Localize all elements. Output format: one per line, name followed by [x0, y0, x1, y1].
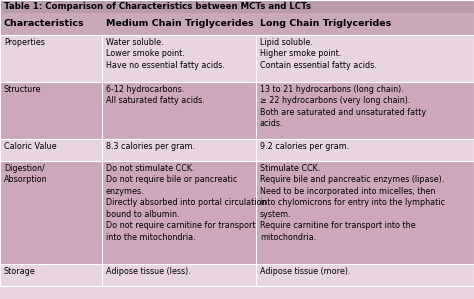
Text: Characteristics: Characteristics [4, 19, 85, 28]
Text: Adipose tissue (more).: Adipose tissue (more). [260, 267, 350, 276]
Text: Digestion/
Absorption: Digestion/ Absorption [4, 164, 47, 184]
Text: Do not stimulate CCK.
Do not require bile or pancreatic
enzymes.
Directly absorb: Do not stimulate CCK. Do not require bil… [106, 164, 266, 242]
Bar [0, 35, 474, 82]
Text: Stimulate CCK.
Require bile and pancreatic enzymes (lipase).
Need to be incorpor: Stimulate CCK. Require bile and pancreat… [260, 164, 445, 242]
Text: Long Chain Triglycerides: Long Chain Triglycerides [260, 19, 391, 28]
Text: Lipid soluble.
Higher smoke point.
Contain essential fatty acids.: Lipid soluble. Higher smoke point. Conta… [260, 38, 377, 70]
Bar [0, 161, 474, 264]
Bar [0, 264, 474, 286]
Text: Properties: Properties [4, 38, 45, 47]
Text: 13 to 21 hydrocarbons (long chain).
≥ 22 hydrocarbons (very long chain).
Both ar: 13 to 21 hydrocarbons (long chain). ≥ 22… [260, 85, 426, 128]
Bar [0, 139, 474, 161]
Text: Adipose tissue (less).: Adipose tissue (less). [106, 267, 191, 276]
Bar [0, 13, 474, 35]
Text: 6-12 hydrocarbons.
All saturated fatty acids.: 6-12 hydrocarbons. All saturated fatty a… [106, 85, 205, 106]
Text: Structure: Structure [4, 85, 42, 94]
Text: Caloric Value: Caloric Value [4, 142, 56, 151]
Text: Table 1: Comparison of Characteristics between MCTs and LCTs: Table 1: Comparison of Characteristics b… [4, 2, 311, 11]
Bar [0, 0, 474, 13]
Bar [0, 82, 474, 139]
Text: 9.2 calories per gram.: 9.2 calories per gram. [260, 142, 349, 151]
Text: 8.3 calories per gram.: 8.3 calories per gram. [106, 142, 195, 151]
Text: Medium Chain Triglycerides: Medium Chain Triglycerides [106, 19, 254, 28]
Text: Storage: Storage [4, 267, 36, 276]
Text: Water soluble.
Lower smoke point.
Have no essential fatty acids.: Water soluble. Lower smoke point. Have n… [106, 38, 225, 70]
